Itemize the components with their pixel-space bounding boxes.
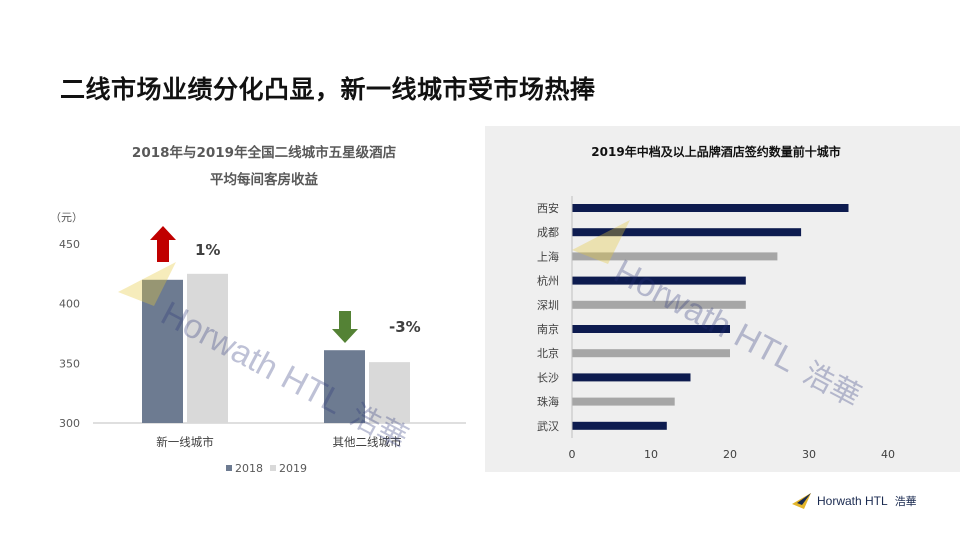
bar-4 <box>572 276 746 285</box>
x-tick-label: 其他二线城市 <box>333 435 402 449</box>
bar-2018-1 <box>142 279 183 423</box>
brand-name: Horwath HTL <box>817 494 888 508</box>
bar-2018-2 <box>324 350 365 423</box>
y-tick-label: 400 <box>59 298 80 311</box>
y-tick-label: 450 <box>59 238 80 251</box>
x-tick-label: 新一线城市 <box>156 435 214 449</box>
y-tick-label: 珠海 <box>537 395 559 409</box>
y-tick-label: 350 <box>59 357 80 370</box>
y-tick-label: 南京 <box>537 322 559 336</box>
x-tick-label: 40 <box>881 448 895 461</box>
bar-9 <box>572 397 675 406</box>
signing-chart-panel <box>485 126 960 472</box>
y-tick-label: 上海 <box>537 249 559 263</box>
x-tick-label: 20 <box>723 448 737 461</box>
bar-3 <box>572 252 778 261</box>
brand-logo: Horwath HTL 浩華 <box>792 492 917 510</box>
y-tick-label: 武汉 <box>537 420 559 433</box>
y-tick-label: 深圳 <box>537 299 559 312</box>
signing-top10-chart: 2019年中档及以上品牌酒店签约数量前十城市西安成都上海杭州深圳南京北京长沙珠海… <box>537 144 895 461</box>
chart-title: 2019年中档及以上品牌酒店签约数量前十城市 <box>591 144 840 159</box>
y-tick-label: 300 <box>59 417 80 430</box>
bar-2019-2 <box>369 362 410 423</box>
y-axis-label: （元） <box>50 211 83 224</box>
legend-swatch-2018 <box>226 465 232 471</box>
y-tick-label: 成都 <box>537 226 559 239</box>
brand-name-cn: 浩華 <box>894 495 917 508</box>
chart-title: 2018年与2019年全国二线城市五星级酒店 <box>132 144 397 161</box>
y-tick-label: 北京 <box>537 346 559 360</box>
bar-8 <box>572 373 691 382</box>
x-tick-label: 0 <box>569 448 576 461</box>
y-tick-label: 长沙 <box>537 371 559 384</box>
legend-label: 2018 <box>235 462 263 475</box>
brand-logo-icon <box>792 493 811 509</box>
legend-swatch-2019 <box>270 465 276 471</box>
chart-subtitle: 平均每间客房收益 <box>210 171 318 188</box>
change-label: 1% <box>195 241 220 259</box>
up-arrow-icon <box>150 226 176 262</box>
bar-2019-1 <box>187 273 228 423</box>
y-tick-label: 西安 <box>537 201 559 215</box>
y-tick-label: 杭州 <box>537 274 559 288</box>
bar-6 <box>572 325 730 333</box>
bar-1 <box>572 204 849 212</box>
bar-7 <box>572 349 730 358</box>
x-tick-label: 30 <box>802 448 816 461</box>
bar-10 <box>572 421 667 430</box>
change-label: -3% <box>389 318 421 336</box>
legend-label: 2019 <box>279 462 307 475</box>
bar-2 <box>572 228 802 237</box>
down-arrow-icon <box>332 311 358 343</box>
page-title: 二线市场业绩分化凸显，新一线城市受市场热捧 <box>60 75 596 104</box>
bar-5 <box>572 300 746 309</box>
x-tick-label: 10 <box>644 448 658 461</box>
